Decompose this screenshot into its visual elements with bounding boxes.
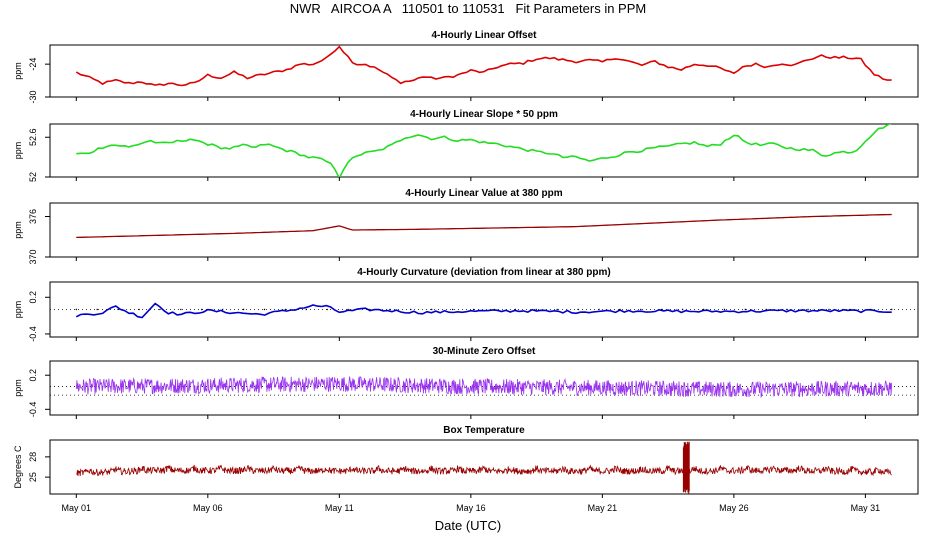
panel-frame (49, 439, 919, 495)
data-dot (451, 308, 454, 311)
chart-panels: 4-Hourly Linear Offsetppm-30-244-Hourly … (13, 30, 919, 498)
data-dot (138, 308, 140, 311)
data-dot (661, 308, 663, 311)
data-series-line (76, 213, 892, 239)
data-dot (305, 308, 307, 311)
panel-5: 30-Minute Zero Offset ppm -0.4 0.2 (13, 346, 919, 419)
data-series-line (76, 464, 892, 477)
data-dot (556, 308, 558, 311)
y-tick-label: 376 (28, 209, 38, 224)
y-tick-label: 25 (28, 472, 38, 482)
data-dot (828, 308, 830, 311)
data-dot (723, 308, 726, 311)
data-dot (201, 308, 203, 311)
figure-title: NWR AIRCOA A 110501 to 110531 Fit Parame… (289, 1, 647, 16)
y-tick-label: 28 (28, 452, 38, 462)
x-tick-label: May 01 (62, 503, 92, 513)
data-dot (619, 308, 621, 311)
x-tick-label: May 21 (588, 503, 618, 513)
y-axis-label: ppm (13, 142, 23, 160)
data-dot (431, 308, 433, 311)
y-axis-label: ppm (13, 379, 23, 397)
data-dot (493, 308, 496, 311)
data-dot (180, 308, 182, 311)
data-dot (849, 308, 851, 311)
panel-title: 4-Hourly Linear Offset (431, 30, 537, 41)
x-tick-label: May 06 (193, 503, 223, 513)
data-dot (514, 308, 517, 311)
panel-title: 30-Minute Zero Offset (433, 346, 536, 357)
data-dot (472, 308, 475, 311)
panel-title: Box Temperature (443, 425, 525, 436)
data-series-line (75, 375, 893, 399)
panel-frame (49, 360, 919, 416)
x-axis: May 01 May 06 May 11 May 16 May 21 May 26 May … (62, 503, 881, 513)
y-tick-label: -30 (28, 90, 38, 103)
data-dot (640, 308, 642, 311)
y-axis-label: ppm (13, 221, 23, 239)
data-dot (765, 308, 767, 311)
panel-4: 4-Hourly Curvature (deviation from linea… (13, 267, 919, 342)
panel-title: 4-Hourly Curvature (deviation from linea… (357, 267, 610, 278)
panel-3: 4-Hourly Linear Value at 380 ppm ppm 370 37… (13, 188, 919, 265)
data-dot (410, 308, 412, 311)
data-dot (786, 308, 788, 311)
data-dot (117, 308, 119, 311)
data-dot (744, 308, 747, 311)
panel-frame (49, 202, 919, 258)
data-dot (702, 308, 705, 311)
panel-title: 4-Hourly Linear Value at 380 ppm (405, 188, 562, 199)
data-dot (598, 308, 600, 311)
panel-2: 4-Hourly Linear Slope * 50 ppm ppm 52 52.6 (13, 109, 919, 182)
data-dot (284, 308, 287, 311)
data-dot (159, 308, 161, 311)
y-axis-label: ppm (13, 301, 23, 319)
data-dot (681, 308, 684, 311)
x-tick-label: May 31 (851, 503, 881, 513)
data-dot (326, 308, 328, 311)
panel-title: 4-Hourly Linear Slope * 50 ppm (410, 109, 558, 120)
y-tick-label: 52.6 (28, 128, 38, 146)
x-tick-label: May 16 (456, 503, 486, 513)
data-series-line (76, 124, 892, 177)
data-dot (242, 308, 245, 311)
panel-1: 4-Hourly Linear Offset ppm -30 -24 (13, 30, 919, 104)
data-dot (96, 308, 98, 311)
data-series-line (75, 45, 892, 87)
y-axis-label: Degrees C (13, 445, 23, 489)
panel-6: Box Temperature Degrees C 25 28 (13, 425, 919, 498)
data-dot (535, 308, 537, 311)
y-tick-label: 52 (28, 172, 38, 182)
data-dot (389, 308, 391, 311)
data-dots (75, 308, 893, 311)
data-dot (75, 308, 78, 311)
data-dot (347, 308, 349, 311)
panel-frame (49, 123, 919, 178)
data-dot (221, 308, 224, 311)
data-dot (263, 308, 266, 311)
y-tick-label: -0.4 (28, 402, 38, 418)
data-dot (870, 308, 872, 311)
y-tick-label: 0.2 (28, 369, 38, 382)
x-tick-label: May 26 (719, 503, 749, 513)
data-dot (368, 308, 370, 311)
temperature-spike (682, 441, 690, 494)
data-dot (577, 308, 579, 311)
y-tick-label: 370 (28, 249, 38, 264)
y-axis-label: ppm (13, 62, 23, 80)
panel-frame (49, 44, 919, 98)
x-tick-label: May 11 (325, 503, 354, 513)
x-axis-label: Date (UTC) (435, 518, 501, 533)
y-tick-label: -0.4 (28, 326, 38, 342)
data-dot (807, 308, 809, 311)
y-tick-label: 0.2 (28, 291, 38, 304)
y-tick-label: -24 (28, 58, 38, 71)
data-series-line (75, 302, 892, 319)
data-dot (890, 308, 893, 311)
